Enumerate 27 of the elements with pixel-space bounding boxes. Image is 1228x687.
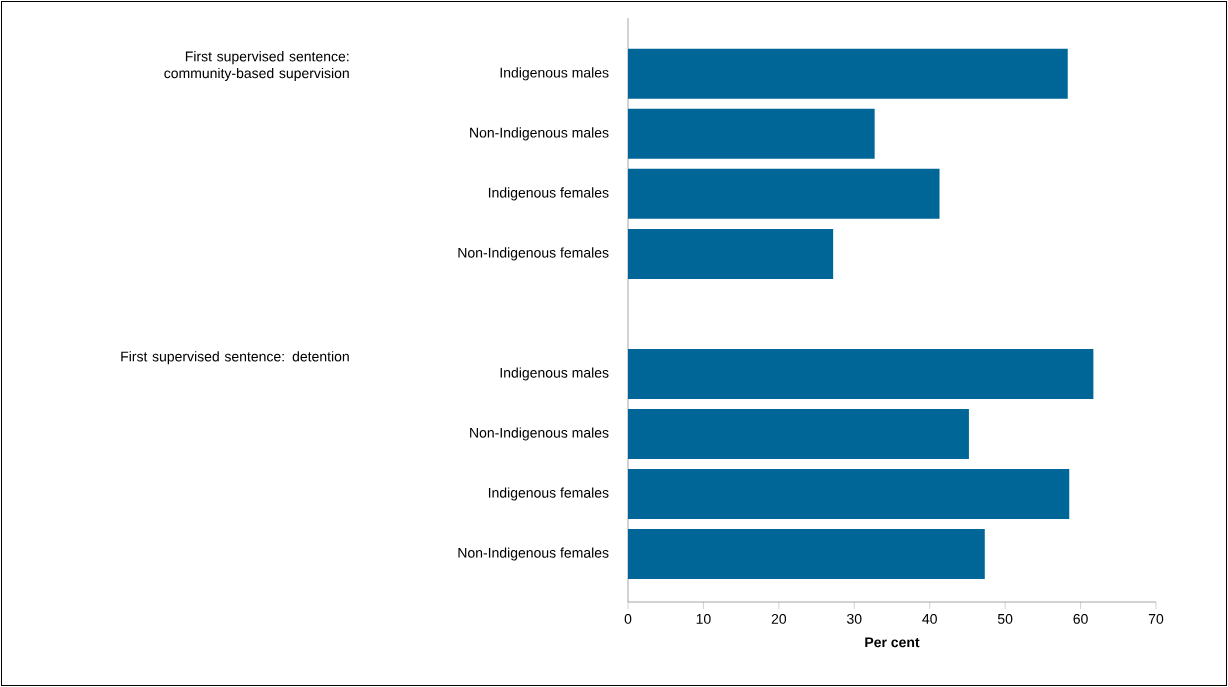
y-tick-label: Indigenous males: [500, 367, 609, 381]
x-tick-label: 50: [997, 613, 1013, 624]
bar: [628, 348, 1094, 399]
x-tick-label: 40: [922, 613, 937, 624]
bar: [628, 228, 834, 279]
bar: [628, 48, 1068, 99]
x-tick-label: 10: [696, 613, 711, 624]
text: First supervised sentence: detention: [121, 351, 349, 365]
y-tick-label: Indigenous females: [488, 487, 609, 501]
y-tick-label: Indigenous males: [500, 67, 609, 81]
x-tick-label: 30: [847, 613, 862, 624]
y-tick-label: Non-Indigenous males: [470, 427, 609, 441]
bar: [628, 468, 1070, 519]
bar: [628, 168, 940, 219]
x-tick-label: 20: [771, 613, 787, 624]
y-tick-label: Non-Indigenous females: [458, 247, 609, 261]
y-tick-label: Non-Indigenous females: [458, 547, 609, 561]
text: First supervised sentence: community-based supervision: [164, 51, 349, 81]
x-axis-title: Per cent: [865, 637, 920, 648]
x-tick-label: 60: [1073, 613, 1088, 624]
bar: [628, 528, 985, 579]
y-tick-label: Non-Indigenous males: [470, 127, 609, 141]
x-tick-label: 0: [624, 613, 632, 624]
bar: [628, 108, 875, 159]
bar: [628, 408, 969, 459]
x-tick-label: 70: [1148, 613, 1164, 624]
y-tick-label: Indigenous females: [488, 187, 609, 201]
